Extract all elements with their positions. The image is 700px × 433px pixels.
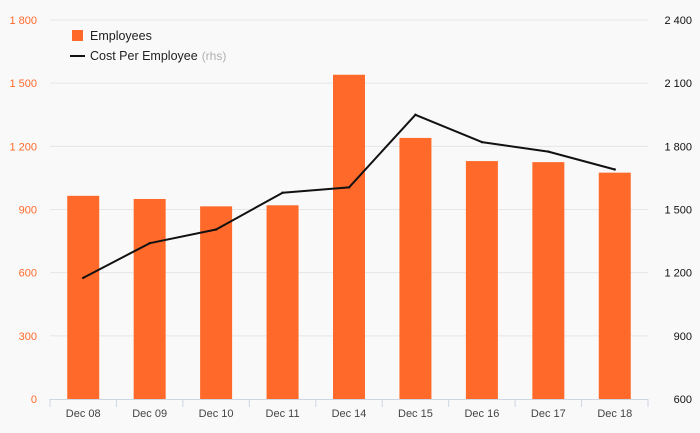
bar-dec-16 — [465, 161, 498, 399]
left-tick-label: 1 500 — [9, 78, 37, 90]
bar-series — [67, 74, 631, 399]
x-axis: Dec 08 Dec 09 Dec 10 Dec 11 Dec 14 Dec 15 Dec … — [49, 399, 649, 420]
line-point-dec-15 — [414, 113, 417, 116]
line-point-dec-17 — [547, 150, 550, 153]
x-tick-label: Dec 17 — [531, 408, 566, 420]
line-point-dec-16 — [480, 140, 484, 144]
line-point-dec-09 — [148, 241, 151, 245]
line-point-dec-18 — [613, 168, 616, 171]
x-tick-label: Dec 16 — [464, 408, 499, 420]
bar-dec-11 — [266, 205, 299, 399]
right-axis: 600 900 1 200 1 500 1 800 2 100 2 400 — [664, 15, 692, 406]
line-series — [82, 113, 616, 280]
x-tick-label: Dec 08 — [66, 408, 101, 420]
right-tick-label: 2 100 — [664, 78, 692, 90]
right-tick-label: 1 200 — [664, 268, 692, 280]
left-tick-label: 1 200 — [9, 141, 37, 153]
left-tick-label: 300 — [19, 331, 37, 343]
bar-dec-14 — [333, 74, 365, 399]
left-tick-label: 0 — [31, 394, 37, 406]
bar-dec-10 — [200, 206, 233, 399]
bar-dec-15 — [399, 137, 432, 399]
right-tick-label: 2 400 — [664, 15, 692, 27]
left-tick-label: 600 — [19, 268, 37, 280]
bar-dec-17 — [532, 162, 565, 399]
bar-dec-09 — [133, 198, 166, 399]
legend: Employees Cost Per Employee (rhs) — [70, 29, 226, 63]
right-tick-label: 600 — [674, 394, 692, 406]
bar-dec-08 — [67, 195, 100, 399]
x-tick-label: Dec 18 — [597, 408, 632, 420]
x-tick-label: Dec 10 — [199, 408, 234, 420]
legend-label-employees: Employees — [90, 29, 152, 43]
left-tick-label: 1 800 — [9, 15, 37, 27]
right-tick-label: 1 800 — [664, 141, 692, 153]
line-point-dec-08 — [82, 276, 85, 280]
line-point-dec-14 — [347, 186, 351, 189]
line-point-dec-11 — [281, 191, 284, 194]
left-tick-label: 900 — [19, 205, 37, 217]
legend-label-cost-per-employee: Cost Per Employee (rhs) — [90, 49, 226, 63]
bar-dec-18 — [598, 172, 631, 399]
x-tick-label: Dec 14 — [332, 408, 367, 420]
legend-label-rhs: (rhs) — [202, 49, 227, 63]
x-tick-label: Dec 11 — [266, 408, 300, 420]
legend-label-cost-per-employee-name: Cost Per Employee — [90, 49, 198, 63]
x-tick-label: Dec 15 — [398, 408, 433, 420]
right-tick-label: 900 — [674, 331, 692, 343]
legend-swatch-employees — [72, 30, 83, 41]
left-axis: 0 300 600 900 1 200 1 500 1 800 — [9, 15, 37, 406]
line-point-dec-10 — [214, 228, 218, 231]
x-tick-label: Dec 09 — [132, 408, 167, 420]
right-tick-label: 1 500 — [664, 205, 692, 217]
